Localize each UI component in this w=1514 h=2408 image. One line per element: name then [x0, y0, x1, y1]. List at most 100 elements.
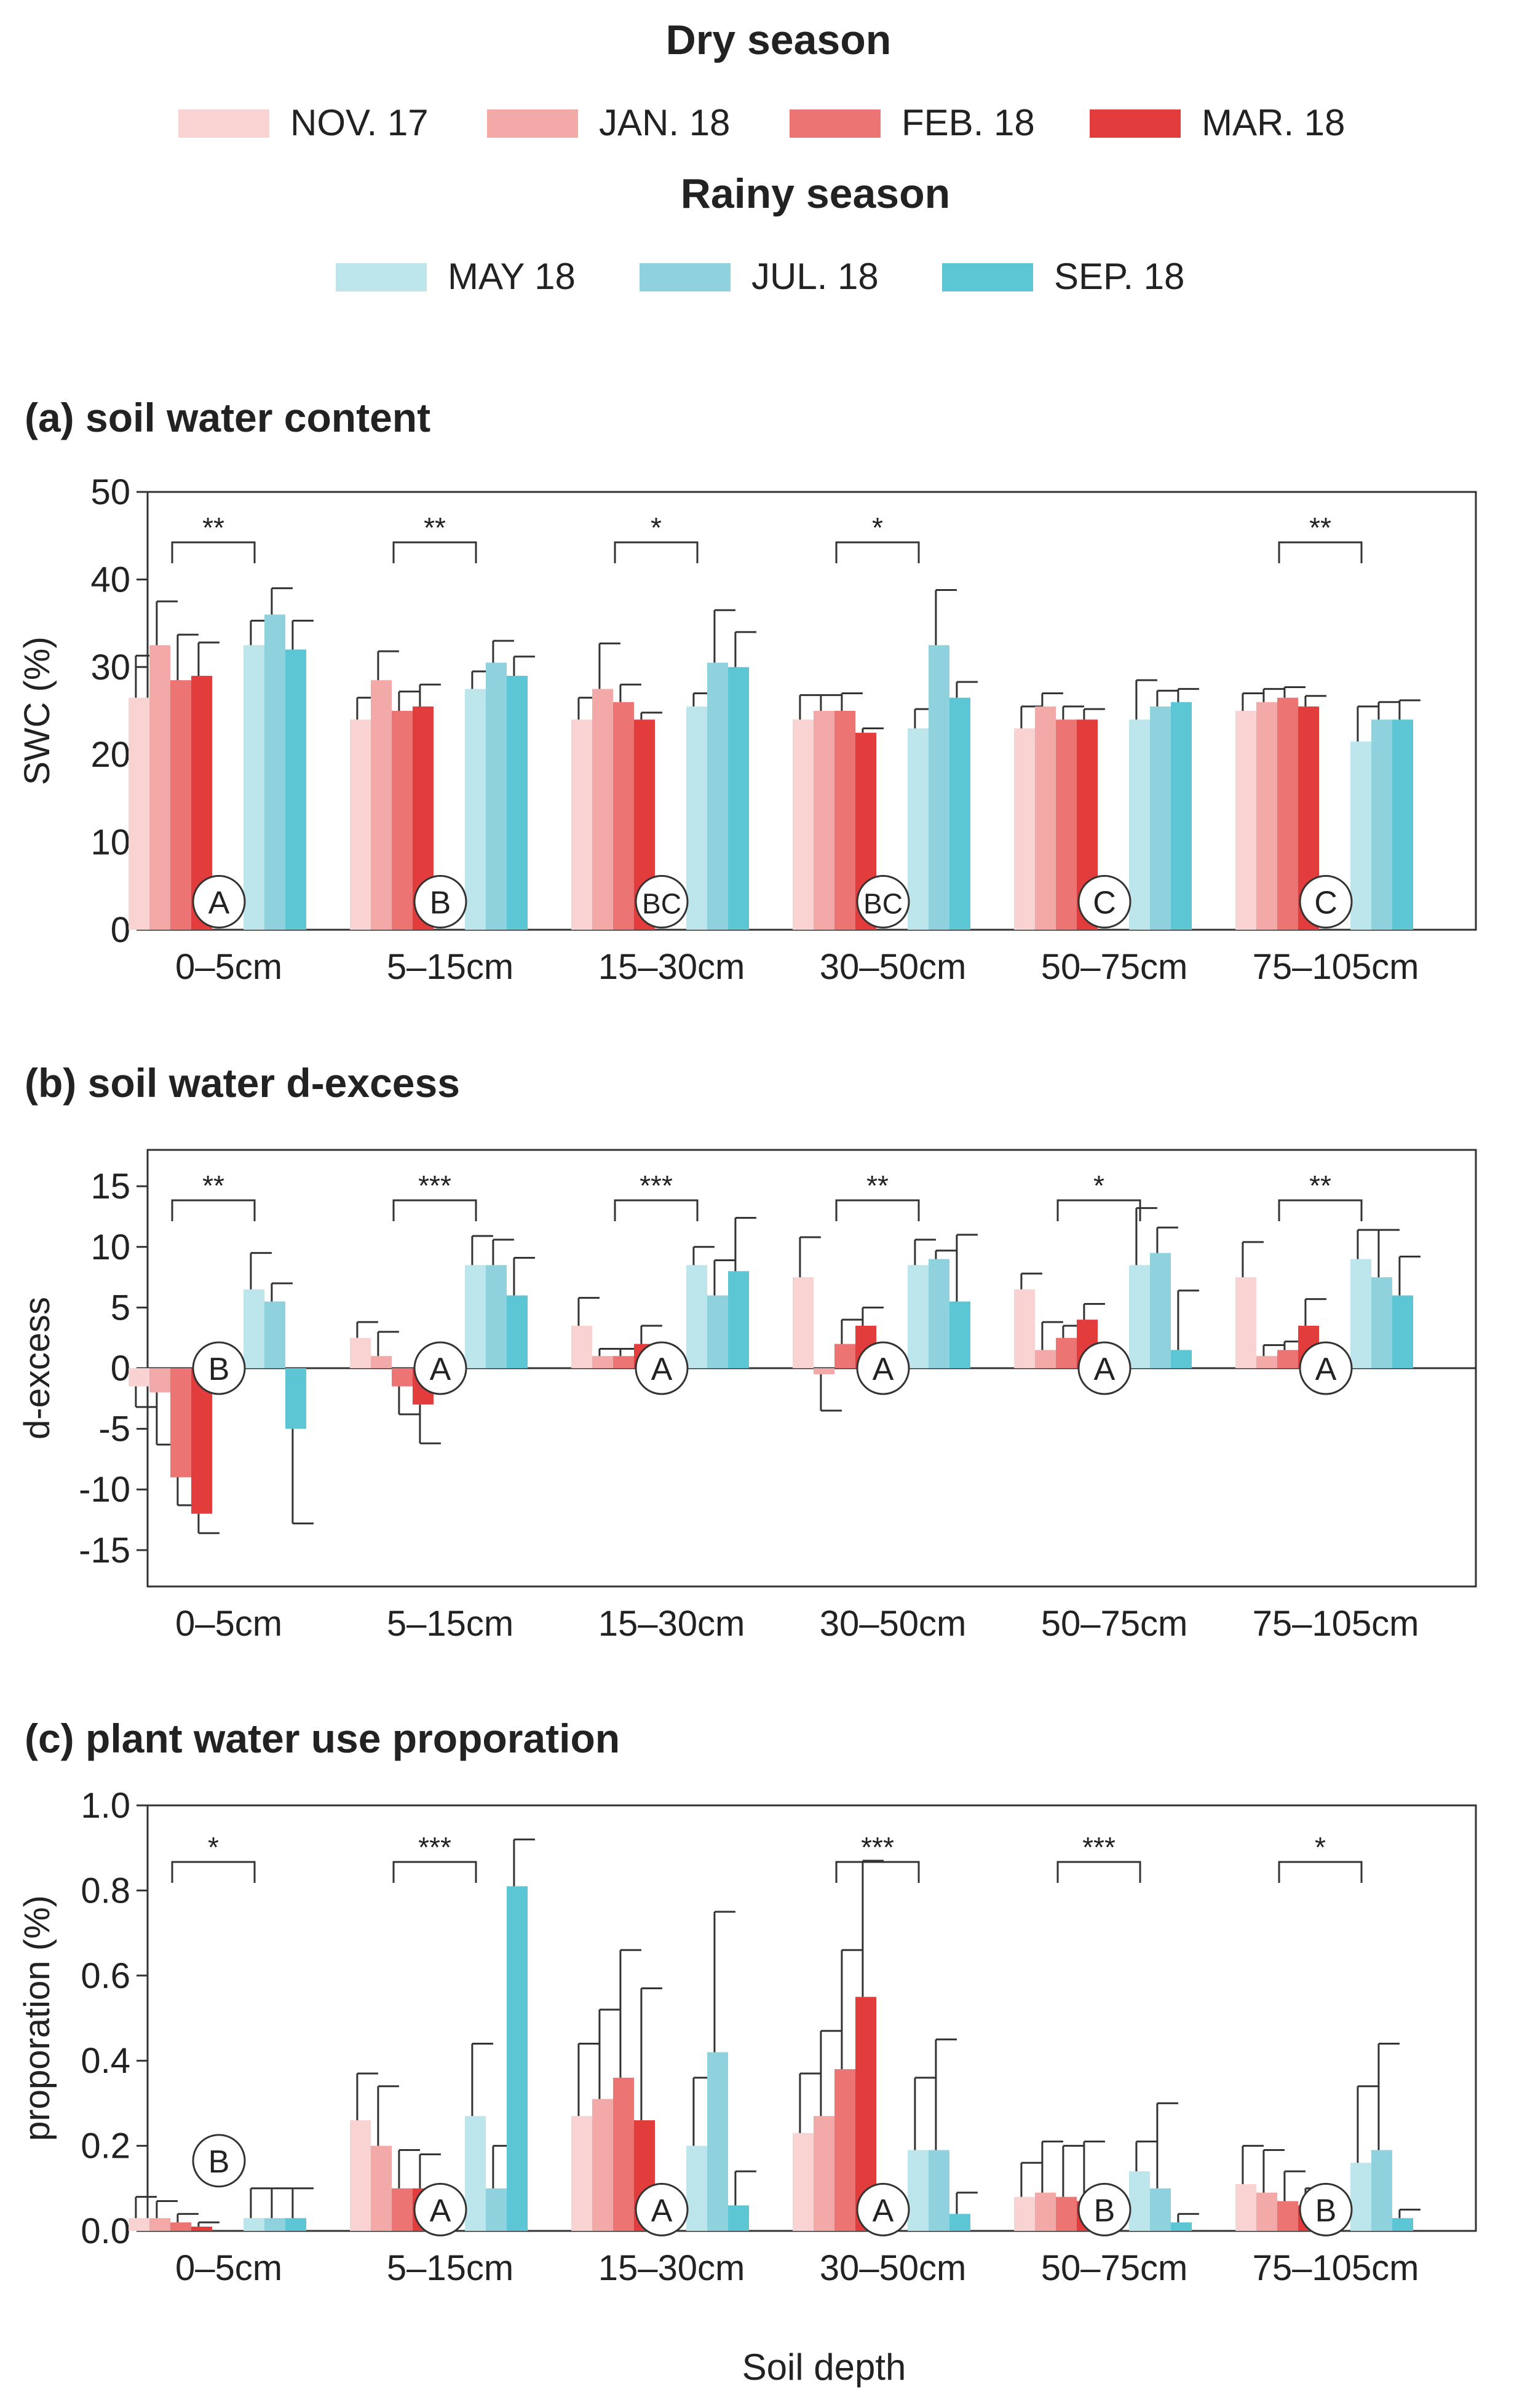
- bar-sep-18-0-5cm: [285, 2218, 306, 2231]
- bar-feb-18-75-105cm: [1277, 1350, 1298, 1368]
- bar-feb-18-50-75cm: [1056, 719, 1077, 930]
- y-tick-label: -5: [98, 1409, 130, 1449]
- significance-stars: **: [866, 1170, 889, 1202]
- x-tick-label: 15–30cm: [598, 947, 745, 987]
- bar-nov-17-30-50cm: [793, 719, 814, 930]
- significance-stars: **: [202, 1170, 224, 1202]
- bar-may-18-5-15cm: [465, 1265, 486, 1368]
- bar-jul-18-30-50cm: [929, 1259, 949, 1368]
- group-letter: BC: [642, 887, 681, 919]
- significance-bracket: [835, 1861, 920, 1883]
- bar-sep-18-30-50cm: [949, 2214, 970, 2231]
- bar-feb-18-50-75cm: [1056, 1337, 1077, 1368]
- x-tick-label: 30–50cm: [820, 947, 967, 987]
- y-tick-label: 0: [111, 1349, 130, 1388]
- group-letter-circle: [192, 1341, 246, 1395]
- bar-jan-18-30-50cm: [814, 1368, 834, 1374]
- bar-feb-18-30-50cm: [834, 2069, 855, 2231]
- group-letter-circle: [1077, 2182, 1132, 2236]
- bar-may-18-5-15cm: [465, 2116, 486, 2231]
- legend-item-may18: MAY 18: [336, 256, 576, 297]
- group-letter: C: [1314, 885, 1338, 921]
- y-axis-label: proporation (%): [17, 1895, 57, 2141]
- x-tick-label: 5–15cm: [387, 2248, 513, 2288]
- bar-jul-18-15-30cm: [707, 1295, 728, 1368]
- bar-jan-18-0-5cm: [149, 2218, 170, 2231]
- group-letter-circle: [192, 2134, 246, 2188]
- group-letter: A: [1094, 1352, 1116, 1387]
- bar-jul-18-5-15cm: [486, 662, 507, 930]
- bar-feb-18-30-50cm: [834, 711, 855, 930]
- x-tick-label: 5–15cm: [387, 1604, 513, 1644]
- x-tick-label: 75–105cm: [1253, 947, 1419, 987]
- group-letter-circle: [192, 874, 246, 929]
- bar-feb-18-0-5cm: [170, 1368, 191, 1478]
- group-letter-circle: [856, 1341, 910, 1395]
- bar-nov-17-50-75cm: [1014, 2196, 1035, 2231]
- bar-jan-18-15-30cm: [592, 2099, 613, 2231]
- significance-bracket: [1278, 1199, 1363, 1221]
- group-letter: C: [1093, 885, 1116, 921]
- group-letter-circle: [1077, 874, 1132, 929]
- d-excess-panel: -15 -10 -5 0 5 10 15 d-excess 0–5cm 5–15cm 15–30cm…: [17, 1149, 1477, 1644]
- significance-stars: *: [651, 512, 662, 544]
- bar-jan-18-75-105cm: [1256, 1356, 1277, 1368]
- significance-bracket: [835, 541, 920, 563]
- significance-stars: *: [208, 1831, 219, 1863]
- group-letter: A: [430, 1352, 451, 1387]
- group-letter-circle: [413, 1341, 467, 1395]
- bar-nov-17-75-105cm: [1235, 711, 1256, 930]
- bar-nov-17-50-75cm: [1014, 728, 1035, 930]
- y-tick-label: 0.2: [81, 2126, 130, 2166]
- group-letter: A: [430, 2193, 451, 2228]
- bar-sep-18-30-50cm: [949, 1301, 970, 1368]
- y-tick-label: 10: [90, 1227, 130, 1267]
- legend-item-jan18: JAN. 18: [487, 102, 730, 143]
- bar-sep-18-50-75cm: [1171, 702, 1192, 930]
- x-tick-label: 5–15cm: [387, 947, 513, 987]
- bar-may-18-0-5cm: [244, 2218, 264, 2231]
- bar-sep-18-5-15cm: [507, 676, 528, 930]
- group-letter: A: [651, 1352, 673, 1387]
- bar-jul-18-75-105cm: [1371, 1277, 1392, 1368]
- significance-bracket: [835, 1199, 920, 1221]
- legend-swatch-mar18: [1090, 109, 1181, 138]
- significance-bracket: [171, 541, 256, 563]
- legend-label-feb18: FEB. 18: [902, 102, 1035, 143]
- bar-feb-18-5-15cm: [392, 711, 413, 930]
- x-axis-label: Soil depth: [742, 2347, 906, 2388]
- significance-bracket: [1056, 1861, 1141, 1883]
- y-tick-label: 0.6: [81, 1956, 130, 1996]
- significance-bracket: [1056, 1199, 1141, 1221]
- bar-may-18-30-50cm: [908, 1265, 929, 1368]
- group-letter-circle: [1299, 1341, 1353, 1395]
- group-letter: BC: [863, 887, 903, 919]
- bar-may-18-50-75cm: [1129, 2171, 1150, 2231]
- significance-stars: ***: [861, 1831, 894, 1863]
- bar-may-18-0-5cm: [244, 645, 264, 930]
- bar-nov-17-30-50cm: [793, 2133, 814, 2231]
- bar-jul-18-15-30cm: [707, 2052, 728, 2231]
- significance-stars: *: [1093, 1170, 1104, 1202]
- legend-label-mar18: MAR. 18: [1202, 102, 1345, 143]
- y-tick-label: 10: [90, 823, 130, 863]
- bar-may-18-0-5cm: [244, 1289, 264, 1368]
- bar-jul-18-50-75cm: [1150, 706, 1171, 930]
- swc-panel: 0 10 20 30 40 50 SWC (%) 0–5cm 5–15cm 15–30cm 30–5…: [17, 472, 1477, 987]
- bar-nov-17-50-75cm: [1014, 1289, 1035, 1368]
- bar-may-18-30-50cm: [908, 728, 929, 930]
- y-tick-label: 20: [90, 735, 130, 775]
- bar-may-18-50-75cm: [1129, 1265, 1150, 1368]
- y-tick-label: 5: [111, 1288, 130, 1328]
- bar-sep-18-0-5cm: [285, 649, 306, 930]
- x-tick-label: 30–50cm: [820, 1604, 967, 1644]
- legend-swatch-jan18: [487, 109, 578, 138]
- y-tick-label: -15: [79, 1531, 130, 1570]
- significance-stars: *: [872, 512, 883, 544]
- y-axis-label: SWC (%): [17, 636, 57, 785]
- significance-bracket: [392, 1861, 477, 1883]
- group-letter-circle: [1077, 1341, 1132, 1395]
- bar-jan-18-75-105cm: [1256, 2192, 1277, 2231]
- bar-sep-18-15-30cm: [728, 2205, 749, 2231]
- y-tick-label: 0.0: [81, 2211, 130, 2251]
